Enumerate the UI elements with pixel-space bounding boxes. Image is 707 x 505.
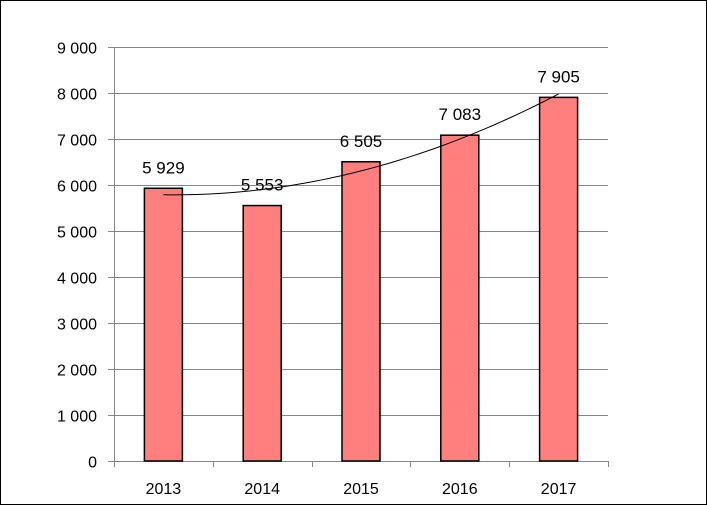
x-tick-label: 2016	[442, 481, 478, 498]
y-tick-label: 1 000	[57, 409, 97, 426]
x-tick-label: 2014	[244, 481, 280, 498]
bars	[143, 96, 579, 462]
y-tick-label: 5 000	[57, 225, 97, 242]
data-label: 6 505	[340, 132, 383, 151]
x-tick-label: 2015	[343, 481, 379, 498]
labels: 0 1 000 2 000 3 000 4 000 5 000 6 000 7 000 8 00…	[57, 41, 580, 499]
trendline	[163, 93, 559, 196]
x-tick-label: 2013	[146, 481, 182, 498]
bar-2015	[341, 161, 381, 462]
bar-2014	[242, 204, 282, 462]
bar-2016	[440, 134, 480, 462]
y-tick-label: 0	[88, 455, 97, 472]
trendline-group	[163, 93, 559, 196]
y-tick-label: 7 000	[57, 133, 97, 150]
y-tick-label: 9 000	[57, 41, 97, 58]
data-label: 5 553	[241, 176, 284, 195]
bar-2013	[143, 187, 184, 462]
x-tick-label: 2017	[541, 481, 577, 498]
y-tick-label: 4 000	[57, 271, 97, 288]
data-label: 7 905	[537, 67, 580, 86]
y-tick-label: 8 000	[57, 87, 97, 104]
data-label: 7 083	[439, 105, 482, 124]
y-tick-label: 2 000	[57, 363, 97, 380]
bar-2017	[538, 96, 579, 462]
data-label: 5 929	[142, 158, 185, 177]
y-tick-label: 6 000	[57, 179, 97, 196]
y-tick-label: 3 000	[57, 317, 97, 334]
